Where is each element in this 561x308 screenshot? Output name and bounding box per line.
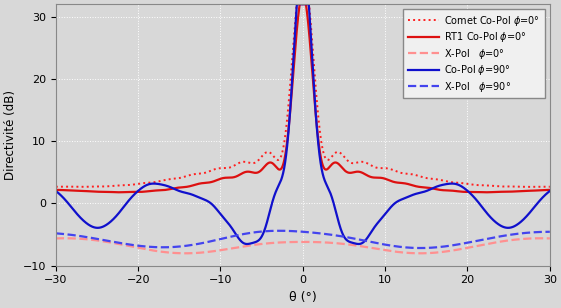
X-Pol   $\phi$=0° [264, 241, 271, 245]
X-Pol   $\phi$=90° [507, 233, 514, 237]
X-Pol   $\phi$=90° [531, 230, 538, 234]
Comet Co-Pol $\phi$=0° [531, 185, 538, 188]
Co-Pol $\phi$=90° [264, 219, 271, 222]
Co-Pol $\phi$=90° [293, 2, 300, 6]
Co-Pol $\phi$=90° [260, 231, 267, 235]
X-Pol   $\phi$=90° [276, 229, 283, 233]
RT1 Co-Pol $\phi$=0° [116, 190, 122, 194]
X-Pol   $\phi$=90° [411, 246, 418, 250]
Line: RT1 Co-Pol $\phi$=0°: RT1 Co-Pol $\phi$=0° [56, 4, 550, 192]
X-Pol   $\phi$=0° [61, 237, 68, 240]
Comet Co-Pol $\phi$=0° [52, 185, 59, 188]
Co-Pol $\phi$=90° [546, 189, 553, 193]
X-Pol   $\phi$=90° [264, 229, 270, 233]
RT1 Co-Pol $\phi$=0° [260, 166, 267, 170]
Co-Pol $\phi$=90° [243, 242, 250, 246]
Co-Pol $\phi$=90° [507, 226, 514, 229]
Co-Pol $\phi$=90° [531, 205, 538, 208]
X-axis label: θ (°): θ (°) [289, 291, 317, 304]
X-Pol   $\phi$=90° [287, 229, 294, 233]
X-Pol   $\phi$=0° [182, 251, 189, 255]
Co-Pol $\phi$=90° [412, 192, 419, 196]
X-Pol   $\phi$=90° [417, 246, 424, 250]
Line: Co-Pol $\phi$=90°: Co-Pol $\phi$=90° [56, 4, 550, 244]
Comet Co-Pol $\phi$=0° [260, 153, 267, 156]
Y-axis label: Directivité (dB): Directivité (dB) [4, 90, 17, 180]
Co-Pol $\phi$=90° [287, 101, 294, 105]
X-Pol   $\phi$=0° [546, 237, 553, 240]
RT1 Co-Pol $\phi$=0° [52, 188, 59, 192]
Line: X-Pol   $\phi$=0°: X-Pol $\phi$=0° [56, 238, 550, 253]
RT1 Co-Pol $\phi$=0° [264, 162, 271, 165]
RT1 Co-Pol $\phi$=0° [531, 189, 538, 192]
X-Pol   $\phi$=0° [412, 251, 419, 255]
RT1 Co-Pol $\phi$=0° [296, 2, 303, 6]
Line: Comet Co-Pol $\phi$=0°: Comet Co-Pol $\phi$=0° [56, 4, 550, 187]
X-Pol   $\phi$=90° [52, 232, 59, 235]
Comet Co-Pol $\phi$=0° [412, 173, 419, 177]
RT1 Co-Pol $\phi$=0° [507, 190, 514, 193]
Comet Co-Pol $\phi$=0° [507, 184, 514, 188]
Comet Co-Pol $\phi$=0° [264, 150, 271, 154]
Line: X-Pol   $\phi$=90°: X-Pol $\phi$=90° [56, 231, 550, 248]
X-Pol   $\phi$=0° [52, 237, 59, 240]
Comet Co-Pol $\phi$=0° [293, 2, 300, 6]
X-Pol   $\phi$=0° [287, 240, 294, 244]
Comet Co-Pol $\phi$=0° [77, 185, 84, 189]
X-Pol   $\phi$=0° [507, 238, 514, 242]
X-Pol   $\phi$=0° [260, 242, 267, 245]
Comet Co-Pol $\phi$=0° [287, 77, 294, 80]
Legend: Comet Co-Pol $\phi$=0°, RT1 Co-Pol $\phi$=0°, X-Pol   $\phi$=0°, Co-Pol $\phi$=9: Comet Co-Pol $\phi$=0°, RT1 Co-Pol $\phi… [403, 9, 545, 99]
RT1 Co-Pol $\phi$=0° [412, 184, 419, 188]
RT1 Co-Pol $\phi$=0° [287, 104, 294, 108]
Co-Pol $\phi$=90° [52, 189, 59, 193]
Comet Co-Pol $\phi$=0° [546, 185, 553, 188]
X-Pol   $\phi$=90° [546, 230, 553, 234]
RT1 Co-Pol $\phi$=0° [546, 188, 553, 192]
X-Pol   $\phi$=0° [531, 237, 538, 240]
X-Pol   $\phi$=90° [260, 229, 266, 233]
